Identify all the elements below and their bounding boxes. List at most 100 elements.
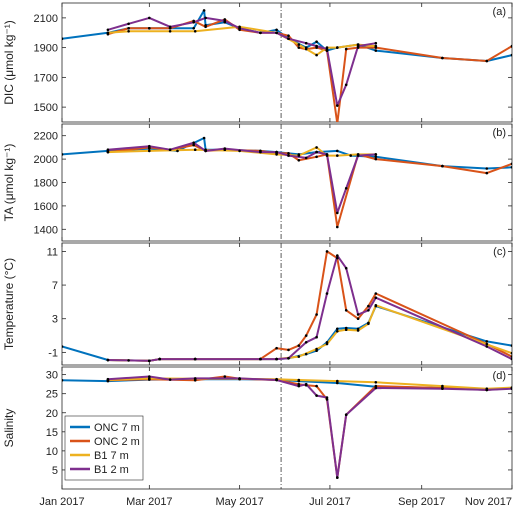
- data-point: [287, 154, 290, 157]
- panel-b: 1400 1600 1800 2000 2200 TA (μmol kg⁻¹) (b): [2, 123, 513, 242]
- data-point: [344, 187, 348, 190]
- series-line-b1-2-m: [107, 141, 376, 214]
- data-point: [127, 27, 130, 30]
- data-point: [259, 31, 262, 35]
- data-point: [356, 44, 360, 48]
- data-point: [193, 30, 197, 33]
- x-tick-label: Nov 2017: [465, 496, 512, 508]
- data-point: [315, 347, 318, 351]
- data-point: [315, 384, 318, 388]
- y-tick-label: 20: [46, 408, 58, 420]
- data-point: [223, 147, 227, 150]
- data-point: [304, 382, 308, 386]
- data-point: [106, 377, 110, 381]
- data-point: [304, 352, 308, 356]
- panel-label: (d): [493, 370, 506, 382]
- data-point: [275, 150, 278, 154]
- data-point: [192, 27, 195, 30]
- data-point: [374, 157, 378, 161]
- data-point: [297, 355, 301, 358]
- data-point: [259, 357, 262, 361]
- data-point: [193, 357, 197, 361]
- data-point: [127, 359, 130, 362]
- data-point: [336, 149, 339, 153]
- data-point: [297, 154, 301, 157]
- data-point: [106, 31, 110, 35]
- data-point: [510, 387, 512, 390]
- data-point: [485, 388, 489, 392]
- data-point: [148, 359, 151, 363]
- series-group: [62, 9, 512, 122]
- data-point: [374, 41, 378, 45]
- legend-entry: B1 2 m: [94, 464, 129, 476]
- data-point: [336, 381, 339, 385]
- data-point: [176, 149, 179, 153]
- data-point: [344, 83, 348, 87]
- data-point: [441, 384, 444, 388]
- data-point: [297, 384, 301, 388]
- panel-label: (c): [493, 246, 506, 258]
- data-point: [336, 327, 339, 331]
- legend-entry: B1 7 m: [94, 450, 129, 462]
- data-point: [374, 386, 378, 390]
- data-point: [315, 150, 318, 154]
- data-point: [223, 19, 227, 23]
- data-point: [168, 148, 172, 151]
- data-point: [287, 37, 290, 40]
- data-point: [374, 155, 378, 159]
- data-point: [204, 149, 207, 153]
- data-point: [336, 46, 339, 49]
- y-tick-label: 1900: [34, 43, 58, 55]
- data-point: [275, 357, 278, 361]
- y-tick-label: 1700: [34, 72, 58, 84]
- series-line-b1-2-m: [107, 16, 376, 107]
- y-tick-label: -1: [48, 347, 58, 359]
- data-point: [510, 355, 512, 358]
- data-point: [304, 341, 308, 344]
- series-group: [62, 136, 512, 229]
- data-point: [202, 136, 206, 140]
- data-point: [441, 164, 444, 168]
- data-point: [325, 292, 329, 295]
- y-tick-label: 2000: [34, 154, 58, 166]
- y-tick-label: 2200: [34, 131, 58, 143]
- data-point: [297, 378, 301, 382]
- data-point: [336, 254, 339, 257]
- data-point: [202, 9, 206, 12]
- data-point: [148, 27, 151, 30]
- data-point: [510, 44, 512, 48]
- data-point: [238, 27, 241, 30]
- data-point: [374, 304, 378, 307]
- data-point: [127, 22, 130, 26]
- data-point: [374, 292, 378, 295]
- data-point: [336, 211, 339, 215]
- data-point: [441, 56, 444, 60]
- data-point: [510, 162, 512, 166]
- data-point: [336, 225, 339, 229]
- data-point: [336, 476, 339, 479]
- data-point: [192, 21, 195, 24]
- data-point: [193, 148, 197, 151]
- data-point: [367, 304, 370, 308]
- data-point: [336, 330, 339, 333]
- data-point: [356, 317, 360, 321]
- data-point: [62, 37, 64, 40]
- panel-frame: [61, 123, 513, 242]
- data-point: [344, 309, 348, 312]
- data-point: [275, 153, 278, 156]
- data-point: [325, 342, 329, 346]
- data-point: [62, 345, 64, 348]
- y-tick-label: 1500: [34, 102, 58, 114]
- data-point: [325, 153, 329, 156]
- series-group: [62, 250, 512, 363]
- data-point: [325, 398, 329, 401]
- data-point: [287, 34, 290, 37]
- data-point: [349, 154, 353, 157]
- x-tick-label: Mar 2017: [126, 496, 172, 508]
- x-tick-label: Jul 2017: [309, 496, 351, 508]
- data-point: [304, 156, 308, 160]
- data-point: [485, 171, 489, 175]
- data-point: [204, 25, 207, 29]
- y-axis-title: Salinity: [2, 409, 16, 448]
